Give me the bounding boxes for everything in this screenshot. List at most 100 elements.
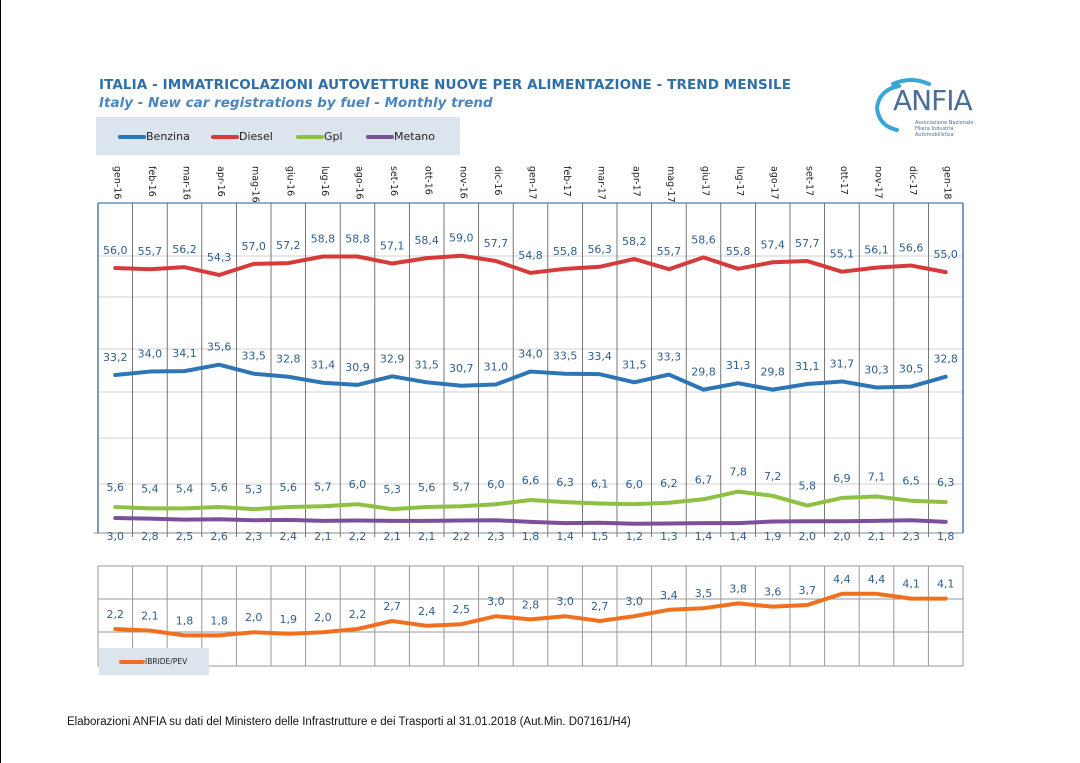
series-line-benzina <box>113 362 948 392</box>
x-tick-label: gen-16 <box>111 166 123 200</box>
data-label: 1,9 <box>280 613 298 626</box>
data-label: 3,7 <box>799 584 817 597</box>
x-tick-label: gen-17 <box>526 166 538 200</box>
data-label: 33,5 <box>241 350 266 363</box>
data-label: 58,6 <box>691 233 716 246</box>
data-label: 4,4 <box>833 573 851 586</box>
data-label: 57,0 <box>241 240 266 253</box>
x-tick-label: dic-16 <box>491 166 503 196</box>
data-label: 5,8 <box>799 480 817 493</box>
data-label: 2,5 <box>453 603 471 616</box>
data-label: 31,4 <box>311 359 336 372</box>
data-label: 58,2 <box>622 235 647 248</box>
data-label: 56,1 <box>864 244 889 257</box>
data-label: 1,8 <box>176 614 194 627</box>
legend-swatch <box>366 134 394 139</box>
data-label: 2,4 <box>418 605 436 618</box>
data-label: 32,8 <box>276 353 301 366</box>
data-label: 2,1 <box>314 530 332 543</box>
x-tick-label: ago-17 <box>768 166 780 200</box>
main-legend: Benzina Diesel Gpl Metano <box>96 117 460 155</box>
data-label: 5,4 <box>141 482 159 495</box>
data-label: 35,6 <box>207 341 232 354</box>
series-line-ibride-pev <box>113 591 948 638</box>
data-label: 5,6 <box>280 481 298 494</box>
data-label: 29,8 <box>691 366 716 379</box>
legend-swatch <box>119 659 145 664</box>
data-label: 30,9 <box>345 361 370 374</box>
x-tick-label: nov-17 <box>872 166 884 199</box>
data-label: 3,0 <box>107 530 125 543</box>
chart-subtitle: Italy - New car registrations by fuel - … <box>99 95 493 111</box>
data-label: 31,3 <box>726 359 751 372</box>
data-label: 3,6 <box>764 586 782 599</box>
data-label: 34,1 <box>172 347 197 360</box>
data-label: 6,1 <box>591 478 609 491</box>
data-label: 33,2 <box>103 351 128 364</box>
data-label: 3,5 <box>695 587 713 600</box>
x-tick-label: mar-16 <box>180 166 192 200</box>
x-tick-label: mar-17 <box>595 166 607 200</box>
data-label: 33,5 <box>553 350 578 363</box>
data-label: 6,3 <box>937 476 955 489</box>
data-label: 4,4 <box>868 573 886 586</box>
legend-item-gpl: Gpl <box>296 130 343 143</box>
chart-title: ITALIA - IMMATRICOLAZIONI AUTOVETTURE NU… <box>99 77 792 93</box>
data-label: 32,9 <box>380 352 405 365</box>
data-label: 54,3 <box>207 251 232 264</box>
data-label: 1,5 <box>591 530 609 543</box>
x-tick-label: giu-16 <box>284 166 296 197</box>
data-label: 58,4 <box>414 234 439 247</box>
data-label: 2,1 <box>141 610 159 623</box>
data-label: 33,3 <box>657 351 682 364</box>
x-tick-label: ott-17 <box>837 166 849 195</box>
data-label: 6,7 <box>695 473 713 486</box>
data-label: 2,1 <box>868 530 886 543</box>
data-label: 56,3 <box>587 243 612 256</box>
data-label: 1,4 <box>695 530 713 543</box>
data-label: 2,8 <box>141 530 159 543</box>
data-label: 1,8 <box>210 614 228 627</box>
hybrid-legend: IBRIDE/PEV <box>99 648 209 675</box>
data-label: 55,0 <box>933 248 958 261</box>
legend-swatch <box>211 134 239 139</box>
x-tick-label: dic-17 <box>907 166 919 196</box>
data-label: 31,1 <box>795 360 820 373</box>
data-label: 4,1 <box>902 578 920 591</box>
data-label: 7,1 <box>868 471 886 484</box>
data-label: 2,0 <box>245 611 263 624</box>
data-label: 5,6 <box>418 481 436 494</box>
data-label: 2,6 <box>210 530 228 543</box>
data-label: 1,2 <box>626 530 644 543</box>
data-label: 7,8 <box>729 466 747 479</box>
data-label: 31,0 <box>484 360 509 373</box>
data-label: 1,3 <box>660 530 678 543</box>
data-label: 2,3 <box>487 530 505 543</box>
data-label: 5,3 <box>245 483 263 496</box>
x-tick-label: gen-18 <box>941 166 953 200</box>
data-label: 6,6 <box>522 474 540 487</box>
data-label: 57,4 <box>760 238 785 251</box>
data-label: 57,1 <box>380 239 405 252</box>
data-label: 31,7 <box>830 357 855 370</box>
data-label: 2,0 <box>799 530 817 543</box>
data-label: 34,0 <box>138 348 163 361</box>
data-label: 1,4 <box>556 530 574 543</box>
series-line-diesel <box>113 253 948 277</box>
data-label: 5,4 <box>176 482 194 495</box>
data-label: 7,2 <box>764 470 782 483</box>
data-label: 55,1 <box>830 248 855 261</box>
x-tick-label: lug-16 <box>318 166 330 197</box>
x-tick-label: feb-17 <box>561 166 573 197</box>
data-label: 2,2 <box>349 608 367 621</box>
data-label: 29,8 <box>760 366 785 379</box>
data-label: 56,6 <box>899 242 924 255</box>
data-label: 5,7 <box>314 480 332 493</box>
legend-item-diesel: Diesel <box>211 130 273 143</box>
data-label: 5,6 <box>107 481 125 494</box>
data-label: 2,5 <box>176 530 194 543</box>
data-label: 2,2 <box>349 530 367 543</box>
x-tick-label: apr-16 <box>215 166 227 197</box>
anfia-swirl-icon <box>874 78 931 132</box>
legend-label: IBRIDE/PEV <box>145 657 188 666</box>
